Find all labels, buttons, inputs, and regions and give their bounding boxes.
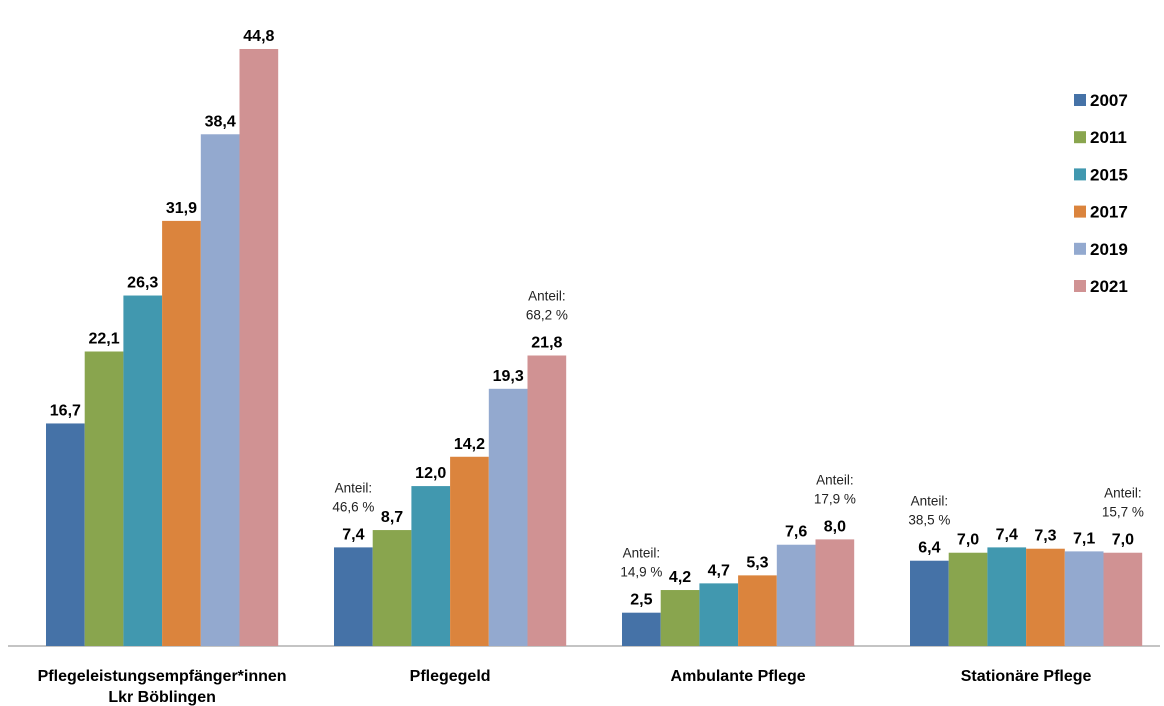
value-label-2017-cat2: 5,3 <box>746 554 768 571</box>
bar-2021-cat3 <box>1103 552 1143 646</box>
annotation-1-line0: Anteil: <box>528 288 566 303</box>
value-label-2015-cat3: 7,4 <box>996 526 1018 543</box>
value-label-2011-cat2: 4,2 <box>669 569 691 586</box>
bar-2015-cat1 <box>411 486 451 646</box>
legend-swatch-2011 <box>1074 131 1086 144</box>
value-label-2007-cat1: 7,4 <box>342 526 364 543</box>
bar-2021-cat1 <box>527 355 567 646</box>
bar-2019-cat2 <box>776 544 816 646</box>
bar-2019-cat0 <box>200 134 240 646</box>
bar-2007-cat3 <box>910 560 949 646</box>
bar-2021-cat0 <box>239 48 279 646</box>
value-label-2017-cat0: 31,9 <box>166 200 197 217</box>
bar-2017-cat2 <box>738 575 777 646</box>
legend-label-2011: 2011 <box>1090 128 1127 147</box>
annotation-5-line0: Anteil: <box>1104 486 1142 501</box>
annotation-3-line1: 17,9 % <box>814 491 856 506</box>
legend-swatch-2007 <box>1074 94 1086 106</box>
bars-layer <box>46 48 1143 646</box>
annotation-1-line1: 68,2 % <box>526 307 568 322</box>
annotation-3-line0: Anteil: <box>816 472 854 487</box>
annotation-5-line1: 15,7 % <box>1102 505 1144 520</box>
legend-label-2019: 2019 <box>1090 240 1128 259</box>
value-label-2017-cat1: 14,2 <box>454 436 485 453</box>
legend-swatch-2017 <box>1074 205 1086 218</box>
value-label-2019-cat0: 38,4 <box>205 113 236 130</box>
legend-label-2015: 2015 <box>1090 165 1128 184</box>
bar-2007-cat1 <box>334 547 373 646</box>
bar-2015-cat3 <box>987 547 1027 646</box>
bar-2011-cat0 <box>84 351 124 646</box>
value-label-2019-cat2: 7,6 <box>785 524 807 541</box>
category-label-2-line0: Ambulante Pflege <box>671 668 806 685</box>
value-label-2021-cat1: 21,8 <box>531 334 562 351</box>
value-label-2015-cat1: 12,0 <box>415 465 446 482</box>
value-label-2015-cat0: 26,3 <box>127 275 158 292</box>
bar-2007-cat0 <box>46 423 85 646</box>
value-label-2011-cat0: 22,1 <box>88 330 119 347</box>
legend-swatch-2015 <box>1074 168 1086 181</box>
value-label-2007-cat2: 2,5 <box>630 592 652 609</box>
annotation-0-line1: 46,6 % <box>332 499 374 514</box>
category-label-1-line0: Pflegegeld <box>410 668 491 685</box>
value-label-2007-cat0: 16,7 <box>50 402 81 419</box>
bar-2017-cat1 <box>450 456 489 646</box>
annotation-2-line0: Anteil: <box>623 546 661 561</box>
annotations-layer: Anteil: 46,6 % Anteil: 68,2 % Anteil: 14,9 % A… <box>332 288 1144 579</box>
value-label-2021-cat3: 7,0 <box>1112 532 1134 549</box>
value-label-2021-cat2: 8,0 <box>824 518 846 535</box>
value-label-2011-cat3: 7,0 <box>957 532 979 549</box>
value-label-2019-cat3: 7,1 <box>1073 530 1095 547</box>
bar-2011-cat1 <box>372 530 412 646</box>
annotation-2-line1: 14,9 % <box>620 565 662 580</box>
value-labels-layer: 16,7 22,1 26,3 31,9 38,4 44,8 7,4 8,7 12,0 14,2 19… <box>50 28 1134 609</box>
legend-label-2007: 2007 <box>1090 91 1128 110</box>
bar-2015-cat0 <box>123 295 163 646</box>
bar-2019-cat1 <box>488 388 528 646</box>
bar-2007-cat2 <box>622 612 661 646</box>
annotation-0-line0: Anteil: <box>335 480 373 495</box>
bar-2019-cat3 <box>1064 551 1104 646</box>
bar-2015-cat2 <box>699 583 739 646</box>
value-label-2021-cat0: 44,8 <box>243 28 274 45</box>
category-labels-layer: Pflegeleistungsempfänger*innen Lkr Böblin… <box>38 668 1092 706</box>
bar-2017-cat3 <box>1026 548 1065 646</box>
value-label-2017-cat3: 7,3 <box>1034 528 1056 545</box>
bar-2011-cat2 <box>660 590 700 646</box>
category-label-3-line0: Stationäre Pflege <box>961 668 1092 685</box>
value-label-2011-cat1: 8,7 <box>381 509 403 526</box>
bar-2017-cat0 <box>162 220 201 646</box>
legend-swatch-2021 <box>1074 280 1086 292</box>
bar-2011-cat3 <box>948 552 988 646</box>
legend-label-2021: 2021 <box>1090 277 1128 296</box>
legend-label-2017: 2017 <box>1090 203 1128 222</box>
annotation-4-line1: 38,5 % <box>908 513 950 528</box>
value-label-2019-cat1: 19,3 <box>493 368 524 385</box>
value-label-2007-cat3: 6,4 <box>918 540 940 557</box>
legend: 2007 2011 2015 2017 2019 2021 <box>1074 91 1128 296</box>
bar-2021-cat2 <box>815 539 855 646</box>
category-label-0-line0: Pflegeleistungsempfänger*innen <box>38 668 287 685</box>
value-label-2015-cat2: 4,7 <box>708 562 730 579</box>
category-label-0-line1: Lkr Böblingen <box>108 689 216 706</box>
annotation-4-line0: Anteil: <box>911 494 949 509</box>
legend-swatch-2019 <box>1074 242 1086 255</box>
